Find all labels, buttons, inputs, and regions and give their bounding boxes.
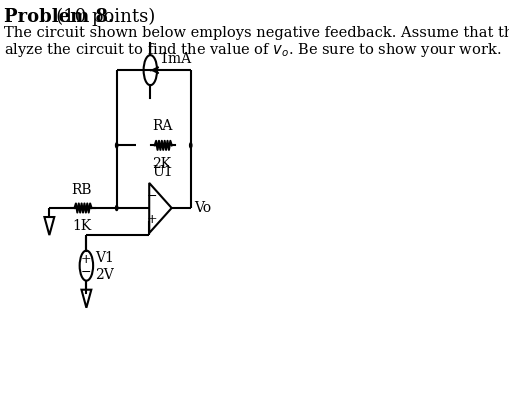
- Text: −: −: [81, 266, 92, 279]
- Text: U1: U1: [152, 165, 172, 179]
- Text: V1: V1: [95, 251, 114, 265]
- Text: RB: RB: [71, 183, 92, 197]
- Text: −: −: [147, 190, 157, 203]
- Text: 2V: 2V: [95, 267, 114, 282]
- Text: +: +: [146, 213, 157, 226]
- Text: (10 points): (10 points): [39, 7, 155, 26]
- Text: 2K: 2K: [152, 157, 172, 171]
- Circle shape: [116, 206, 118, 210]
- Text: alyze the circuit to find the value of $v_o$. Be sure to show your work.: alyze the circuit to find the value of $…: [4, 41, 500, 59]
- Text: The circuit shown below employs negative feedback. Assume that the op amp is ide: The circuit shown below employs negative…: [4, 26, 509, 40]
- Text: 1mA: 1mA: [159, 52, 191, 66]
- Text: Vo: Vo: [194, 201, 211, 215]
- Text: Problem 8.: Problem 8.: [4, 7, 114, 25]
- Text: 1K: 1K: [72, 219, 91, 233]
- Circle shape: [189, 143, 191, 148]
- Text: RA: RA: [152, 119, 172, 133]
- Text: +: +: [81, 253, 92, 266]
- Circle shape: [116, 143, 118, 148]
